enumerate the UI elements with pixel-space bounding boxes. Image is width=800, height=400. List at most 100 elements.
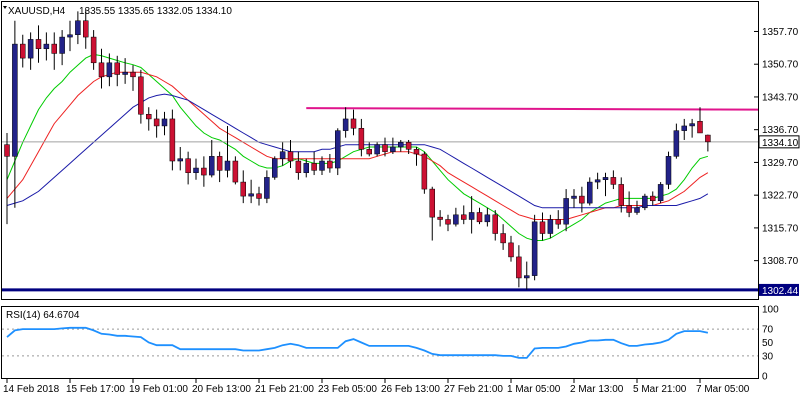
candle-body-bear [90,36,97,64]
candle [161,111,168,136]
candle-body-bear [130,71,136,78]
candle-body-bear [295,160,302,173]
candle [358,118,365,157]
candle [673,123,680,159]
candle-body-bear [437,216,443,220]
candle [12,20,18,208]
candle-body-bull [390,146,396,152]
x-tick-label: 14 Feb 2018 [3,384,60,395]
support-price-label: 1302.44 [762,286,799,297]
candle [437,210,443,227]
candle [201,156,207,187]
candle-body-bull [106,62,113,78]
candle [468,196,475,234]
candle [193,158,199,180]
candle [90,30,97,70]
rsi-line [6,326,709,359]
candle-body-bear [405,142,412,150]
x-tick-label: 21 Feb 21:00 [255,384,314,395]
candle-body-bull [342,118,349,131]
candle [555,210,561,229]
candle [20,34,26,68]
candle [27,32,34,70]
y-tick-label: 1308.70 [762,256,799,267]
rsi-tick-label: 0 [762,372,768,383]
candle [67,20,73,52]
y-tick-label: 1336.70 [762,125,799,136]
candle [146,107,152,131]
x-tick-label: 1 Mar 05:00 [507,384,561,395]
candle [618,177,624,213]
candle-body-bear [350,118,357,129]
candle [579,186,585,213]
candle [642,193,648,211]
candle-body-bear [216,156,223,171]
candle-body-bull [335,130,341,169]
candle [130,65,136,91]
candle-body-bear [626,205,632,213]
y-tick-label: 1350.70 [762,60,799,71]
candle [295,151,302,180]
candle-body-bull [673,130,680,157]
candle [516,245,522,288]
candle-body-bull [272,158,278,178]
candle [287,139,294,169]
candle [248,179,254,204]
candle [138,69,144,124]
candle-body-bear [413,149,420,155]
candle-body-bear [508,242,514,258]
current-price-tag [758,135,800,149]
candle-body-bear [555,219,561,225]
rsi-tick-label: 30 [762,351,774,362]
candle [657,182,664,204]
candle-body-bull [468,212,475,220]
candle-body-bear [232,160,239,183]
candle [492,210,498,241]
candle-body-bear [358,128,365,150]
candle-body-bear [500,233,506,244]
candle [610,170,617,190]
candle [594,172,601,190]
candle-body-bear [697,121,703,134]
candle-body-bull [264,177,270,199]
main-plot-frame [1,1,759,300]
candle-body-bull [571,195,577,199]
candle-body-bull [642,195,648,209]
candle-body-bear [311,163,317,171]
candle-body-bear [4,144,10,157]
candle [689,118,695,138]
candle [51,32,57,70]
y-tick-label: 1357.70 [762,27,799,38]
candles [4,9,711,290]
candle-body-bull [453,214,459,225]
candle [59,30,65,66]
candle [531,214,538,281]
candle-body-bull [224,160,231,171]
candle [445,214,451,232]
candle-body-bear [579,195,585,204]
collapse-triangle-icon[interactable] [3,6,7,9]
candle-body-bull [374,144,380,155]
candle-body-bull [193,167,199,173]
main-y-ticks: 1357.70 1350.70 1343.70 1336.70 1329.70 1322.… [754,27,799,267]
candle [429,186,435,241]
y-tick-label: 1343.70 [762,92,799,103]
candle [484,207,491,227]
candle-body-bull [177,158,183,162]
candle-body-bear [382,144,388,152]
candle-body-bull [484,214,491,223]
candle-body-bear [83,20,89,38]
candle [461,205,467,225]
candle [571,189,577,208]
candle [413,146,420,166]
candle [122,58,128,84]
candle [366,142,372,157]
candle [153,109,160,138]
x-tick-label: 2 Mar 13:00 [570,384,624,395]
candle-body-bear [650,195,656,202]
candle-body-bear [539,221,546,234]
candle [256,186,262,206]
candle-body-bull [524,275,530,279]
candle-body-bear [461,214,467,220]
candle [224,125,231,178]
